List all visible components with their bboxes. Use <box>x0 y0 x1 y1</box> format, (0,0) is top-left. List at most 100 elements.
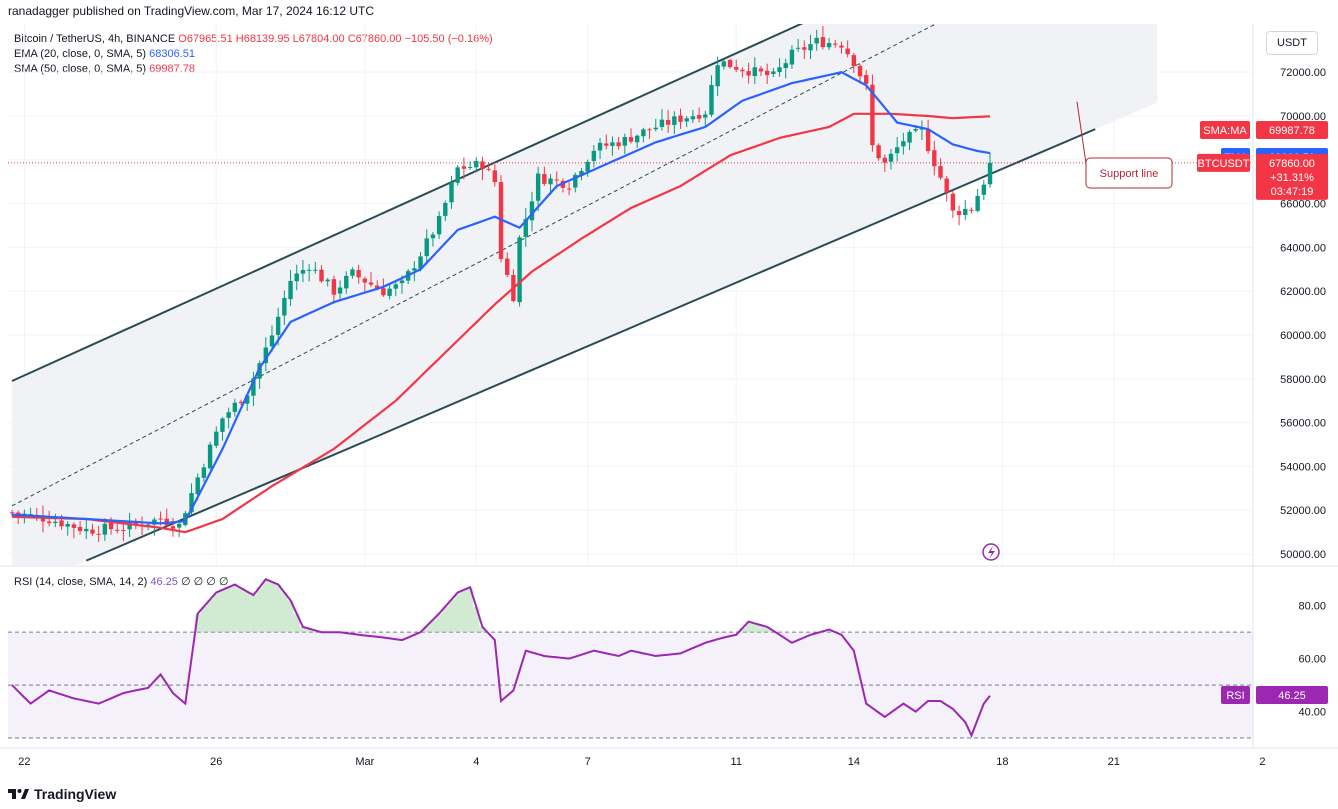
rsi-tick-label: 60.00 <box>1298 654 1326 666</box>
candle-body <box>455 167 460 183</box>
sma-badge-tag <box>1200 121 1250 139</box>
currency-unit-button[interactable]: USDT <box>1266 31 1318 55</box>
candle-body <box>721 61 727 67</box>
rsi-legend-label: RSI (14, close, SMA, 14, 2) <box>14 576 148 588</box>
time-tick-label: 11 <box>731 756 742 768</box>
ema-legend-label: EMA (20, close, 0, SMA, 5) <box>14 48 147 60</box>
candle-body <box>505 258 510 275</box>
time-tick-label: 7 <box>585 756 591 768</box>
candle-body <box>597 142 603 151</box>
candle-body <box>102 523 108 535</box>
candle-body <box>418 256 423 269</box>
channel-upper-line <box>11 24 804 382</box>
candle-body <box>579 170 584 176</box>
price-tick-label: 52000.00 <box>1280 505 1326 517</box>
sma-badge-tag-text: SMA:MA <box>1203 125 1247 137</box>
candle-body <box>585 161 590 172</box>
publisher-line: ranadagger published on TradingView.com,… <box>8 4 375 18</box>
symbol-label[interactable]: Bitcoin / TetherUS, 4h, BINANCE <box>14 33 176 45</box>
sma-badge-price <box>1256 121 1328 139</box>
candle-body <box>189 493 194 513</box>
candle-body <box>275 316 281 335</box>
candle-body <box>517 237 522 303</box>
candle-body <box>814 37 819 44</box>
candle-body <box>145 524 151 526</box>
candle-body <box>659 119 665 127</box>
candle-body <box>969 209 974 211</box>
candle-body <box>777 67 782 72</box>
candle-body <box>127 521 132 530</box>
candle-body <box>566 188 572 190</box>
candle-body <box>758 68 764 72</box>
candle-body <box>672 116 677 125</box>
candle-body <box>90 529 95 534</box>
rsi-badge-tag-text: RSI <box>1226 690 1244 702</box>
candle-body <box>523 218 528 237</box>
time-tick-label: 4 <box>473 756 479 768</box>
candle-body <box>288 280 293 300</box>
candle-body <box>53 521 58 524</box>
candle-body <box>857 65 863 77</box>
candle-body <box>529 201 535 221</box>
candle-body <box>226 412 231 418</box>
btc-badge-price-text: 67860.00 <box>1269 158 1315 170</box>
candle-body <box>257 363 262 379</box>
candle-body <box>319 269 324 282</box>
candle-body <box>901 141 906 147</box>
candle-body <box>678 115 683 122</box>
candle-body <box>715 65 720 87</box>
candle-body <box>300 270 306 274</box>
candle-body <box>653 127 658 130</box>
candle-body <box>981 184 987 195</box>
candle-body <box>337 287 343 294</box>
candle-body <box>350 269 355 276</box>
candle-body <box>325 279 330 282</box>
candle-body <box>294 273 299 282</box>
time-tick-label: 21 <box>1108 756 1120 768</box>
candle-body <box>486 168 491 170</box>
annotation-pointer <box>1076 101 1088 171</box>
candle-body <box>22 513 27 515</box>
candle-body <box>925 128 931 152</box>
candle-body <box>133 522 138 525</box>
candle-body <box>709 84 714 115</box>
footer-brand[interactable]: TradingView <box>8 786 116 802</box>
candle-body <box>752 67 757 77</box>
price-tick-label: 70000.00 <box>1280 111 1326 123</box>
candle-body <box>535 173 541 201</box>
candle-body <box>313 269 318 271</box>
candle-body <box>108 522 114 530</box>
rsi-legend[interactable]: RSI (14, close, SMA, 14, 2) 46.25 ∅ ∅ ∅ … <box>14 575 228 588</box>
footer-brand-text: TradingView <box>34 786 117 802</box>
candle-body <box>96 533 101 535</box>
candle-body <box>77 526 83 531</box>
candle-body <box>238 401 244 404</box>
candle-body <box>795 47 801 49</box>
candle-body <box>306 269 312 271</box>
candle-body <box>938 166 943 178</box>
ema-legend-row[interactable]: EMA (20, close, 0, SMA, 5) 68306.51 <box>14 47 493 62</box>
channel-middle-line <box>11 24 937 507</box>
rsi-legend-extra: ∅ ∅ ∅ ∅ <box>180 576 229 588</box>
candle-body <box>764 70 770 76</box>
candle-body <box>684 118 689 122</box>
candle-body <box>9 512 15 514</box>
candle-body <box>783 63 788 69</box>
candle-body <box>628 137 634 142</box>
time-tick-label: 14 <box>848 756 860 768</box>
candle-body <box>170 526 176 529</box>
candle-body <box>492 170 498 183</box>
candle-body <box>548 178 553 185</box>
time-tick-label: Mar <box>355 756 374 768</box>
candle-body <box>436 216 442 235</box>
candle-body <box>467 166 473 168</box>
candle-body <box>393 284 398 289</box>
ema-20-line <box>11 71 991 525</box>
candle-body <box>907 131 912 143</box>
candle-body <box>833 43 838 45</box>
candle-body <box>690 116 696 120</box>
price-tick-label: 58000.00 <box>1280 374 1326 386</box>
candle-body <box>449 182 454 203</box>
symbol-row: Bitcoin / TetherUS, 4h, BINANCE O67965.5… <box>14 32 493 47</box>
